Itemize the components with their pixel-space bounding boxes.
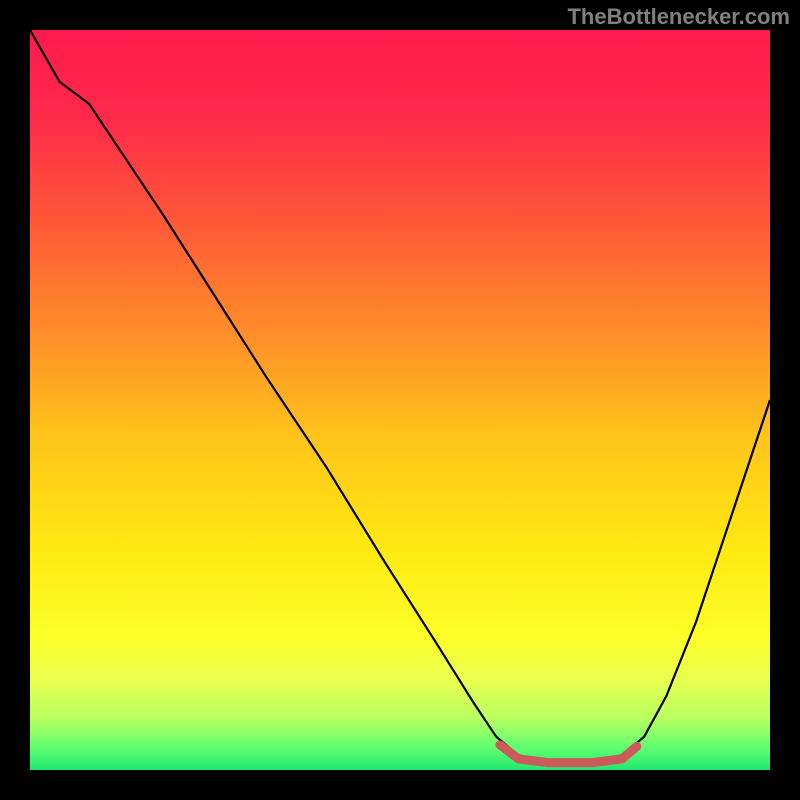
chart-svg bbox=[30, 30, 770, 770]
chart-plot-area bbox=[30, 30, 770, 770]
watermark-text: TheBottlenecker.com bbox=[567, 4, 790, 30]
gradient-background bbox=[30, 30, 770, 770]
